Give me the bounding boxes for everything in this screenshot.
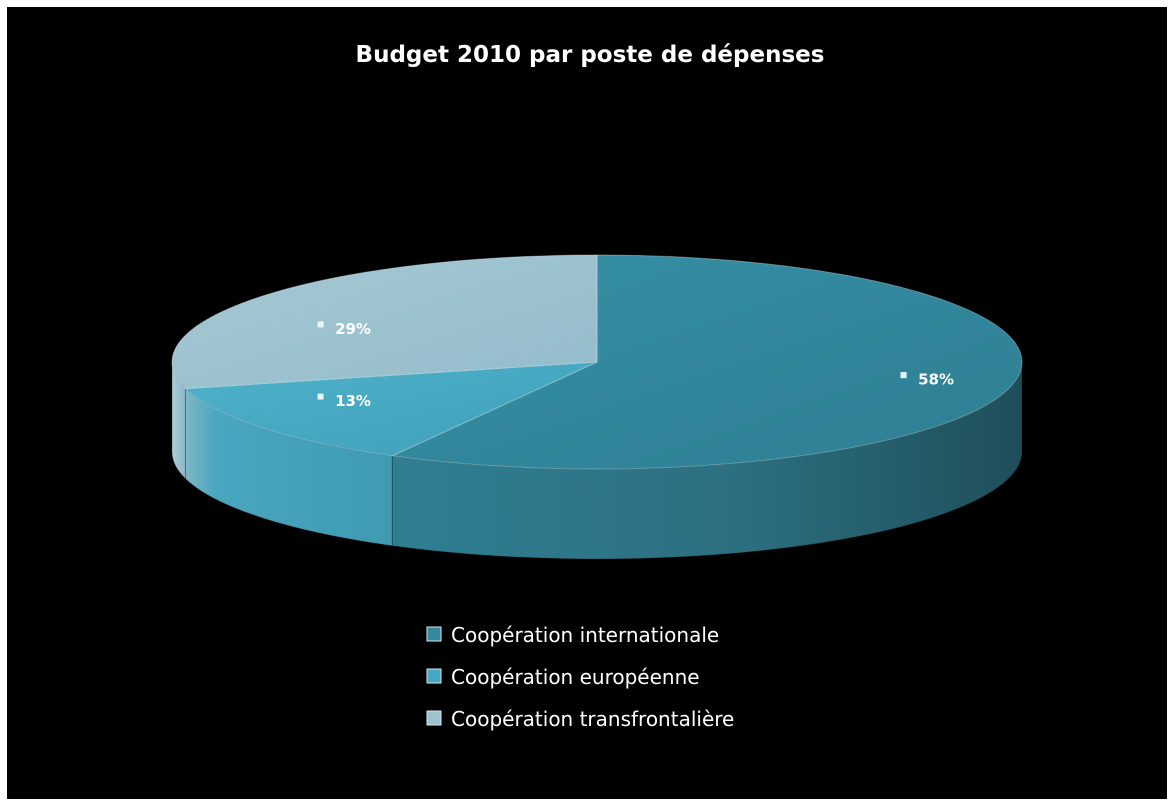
pie-slice-2 xyxy=(171,254,598,390)
data-label-1: 13% xyxy=(335,392,371,410)
data-label-marker-1 xyxy=(316,392,325,401)
data-label-2: 29% xyxy=(335,320,371,338)
legend-swatch-2 xyxy=(426,710,442,726)
legend-swatch-0 xyxy=(426,626,442,642)
pie-slice-side-1 xyxy=(184,387,393,547)
pie-sides xyxy=(171,361,1023,560)
data-label-marker-0 xyxy=(899,371,908,380)
chart-frame: Budget 2010 par poste de dépenses 58% 13%… xyxy=(7,7,1167,799)
pie-chart: Budget 2010 par poste de dépenses 58% 13%… xyxy=(171,42,1023,731)
legend-item-0: Coopération internationale xyxy=(451,623,719,647)
pie-slice-0 xyxy=(390,254,1023,470)
legend-item-2: Coopération transfrontalière xyxy=(451,707,734,731)
pie-labels: 58% 13% 29% xyxy=(316,320,954,410)
legend: Coopération internationale Coopération eu… xyxy=(426,623,734,731)
pie-tops xyxy=(171,254,1023,470)
legend-swatch-1 xyxy=(426,668,442,684)
data-label-0: 58% xyxy=(918,371,954,389)
chart-title: Budget 2010 par poste de dépenses xyxy=(356,42,825,68)
pie-slice-1 xyxy=(184,361,598,457)
data-label-marker-2 xyxy=(316,320,325,329)
legend-item-1: Coopération européenne xyxy=(451,665,700,689)
